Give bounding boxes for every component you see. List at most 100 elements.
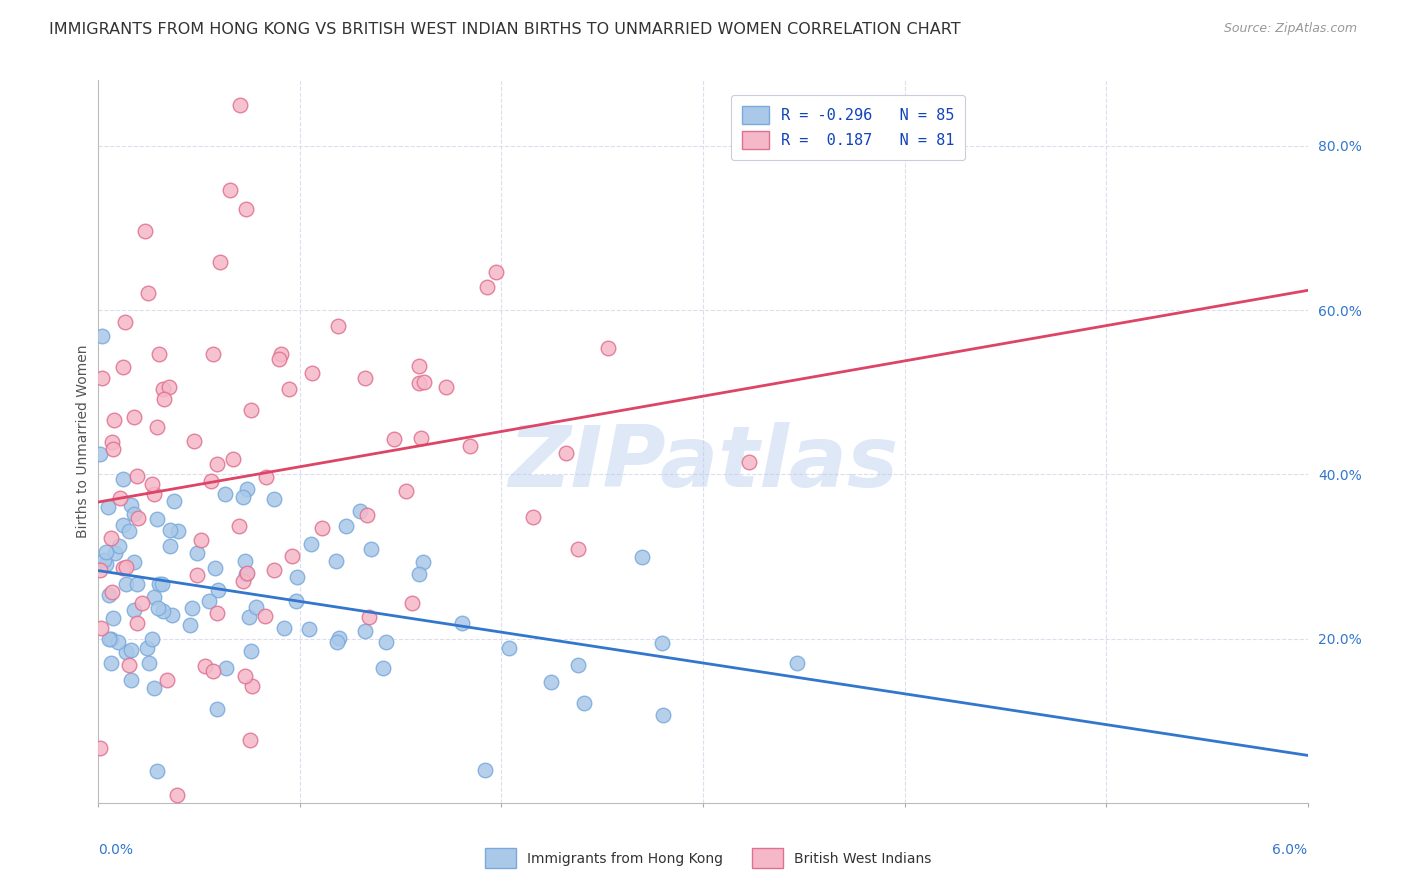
Point bbox=[301, 366, 323, 380]
Point bbox=[201, 347, 224, 361]
Point bbox=[120, 642, 142, 657]
Point bbox=[458, 439, 481, 453]
Point bbox=[219, 183, 242, 197]
Point bbox=[160, 607, 183, 622]
Point bbox=[111, 472, 134, 486]
Point bbox=[89, 563, 111, 577]
Point bbox=[254, 470, 277, 484]
Point bbox=[197, 594, 219, 608]
Point bbox=[384, 432, 406, 446]
Text: ZIPatlas: ZIPatlas bbox=[508, 422, 898, 505]
Point bbox=[200, 474, 222, 488]
Point bbox=[111, 518, 134, 533]
Point bbox=[253, 608, 276, 623]
Point bbox=[190, 533, 212, 547]
Point bbox=[104, 546, 127, 560]
Point bbox=[277, 383, 299, 397]
Point bbox=[208, 255, 231, 269]
Point bbox=[114, 577, 136, 591]
Point bbox=[651, 636, 673, 650]
Point bbox=[354, 371, 377, 385]
Point bbox=[236, 566, 259, 580]
Point bbox=[238, 610, 260, 624]
Point bbox=[540, 674, 562, 689]
Point bbox=[412, 555, 434, 569]
Point bbox=[90, 371, 112, 385]
Point bbox=[125, 468, 148, 483]
Point bbox=[204, 561, 226, 575]
Point bbox=[328, 631, 350, 645]
Point bbox=[285, 570, 308, 584]
Y-axis label: Births to Unmarried Women: Births to Unmarried Women bbox=[76, 345, 90, 538]
Point bbox=[141, 476, 163, 491]
Point bbox=[357, 610, 380, 624]
Point bbox=[179, 618, 201, 632]
Point bbox=[89, 447, 111, 461]
Point bbox=[112, 359, 135, 374]
Point bbox=[299, 537, 322, 551]
Point bbox=[114, 645, 136, 659]
Point bbox=[98, 588, 121, 602]
Point bbox=[202, 665, 225, 679]
Point bbox=[474, 763, 496, 777]
Point bbox=[375, 634, 398, 648]
Text: British West Indians: British West Indians bbox=[794, 852, 932, 866]
Point bbox=[93, 553, 115, 567]
Point bbox=[94, 557, 117, 571]
Point bbox=[103, 413, 125, 427]
Point bbox=[572, 696, 595, 710]
Point bbox=[412, 375, 434, 389]
Point bbox=[118, 658, 141, 673]
Point bbox=[408, 566, 430, 581]
Point bbox=[786, 656, 808, 670]
Point bbox=[738, 454, 761, 468]
Point bbox=[100, 632, 122, 646]
Point bbox=[371, 661, 394, 675]
Point bbox=[233, 554, 256, 568]
Point bbox=[235, 202, 257, 216]
Point bbox=[146, 764, 169, 778]
Point bbox=[146, 419, 169, 434]
Legend: R = -0.296   N = 85, R =  0.187   N = 81: R = -0.296 N = 85, R = 0.187 N = 81 bbox=[731, 95, 966, 160]
Point bbox=[335, 519, 357, 533]
Text: IMMIGRANTS FROM HONG KONG VS BRITISH WEST INDIAN BIRTHS TO UNMARRIED WOMEN CORRE: IMMIGRANTS FROM HONG KONG VS BRITISH WES… bbox=[49, 22, 960, 37]
Point bbox=[100, 657, 122, 671]
Point bbox=[567, 657, 589, 672]
Point bbox=[270, 347, 292, 361]
Point bbox=[101, 442, 124, 456]
Point bbox=[207, 582, 229, 597]
Point bbox=[269, 351, 291, 366]
Point bbox=[215, 661, 238, 675]
Point bbox=[360, 542, 382, 557]
Point bbox=[159, 523, 181, 537]
Point bbox=[349, 504, 371, 518]
Point bbox=[485, 265, 508, 279]
Point bbox=[239, 732, 262, 747]
Point bbox=[114, 315, 136, 329]
Point bbox=[122, 508, 145, 522]
Point bbox=[89, 741, 111, 756]
Point bbox=[222, 452, 245, 467]
Point bbox=[240, 644, 263, 658]
Point bbox=[152, 604, 174, 618]
Point bbox=[120, 673, 142, 687]
Point bbox=[97, 500, 120, 515]
Point bbox=[652, 708, 675, 723]
Text: Immigrants from Hong Kong: Immigrants from Hong Kong bbox=[527, 852, 723, 866]
Point bbox=[240, 680, 263, 694]
Point bbox=[205, 457, 228, 471]
Point bbox=[232, 490, 254, 504]
Point bbox=[152, 383, 174, 397]
Point bbox=[281, 549, 304, 564]
Point bbox=[143, 591, 166, 605]
Point bbox=[183, 434, 205, 448]
Point bbox=[522, 510, 544, 524]
Point bbox=[434, 380, 457, 394]
Point bbox=[285, 593, 308, 607]
Point bbox=[163, 494, 186, 508]
Text: Source: ZipAtlas.com: Source: ZipAtlas.com bbox=[1223, 22, 1357, 36]
Point bbox=[90, 621, 112, 635]
Point bbox=[232, 574, 254, 588]
Point bbox=[101, 585, 124, 599]
Point bbox=[131, 596, 153, 610]
